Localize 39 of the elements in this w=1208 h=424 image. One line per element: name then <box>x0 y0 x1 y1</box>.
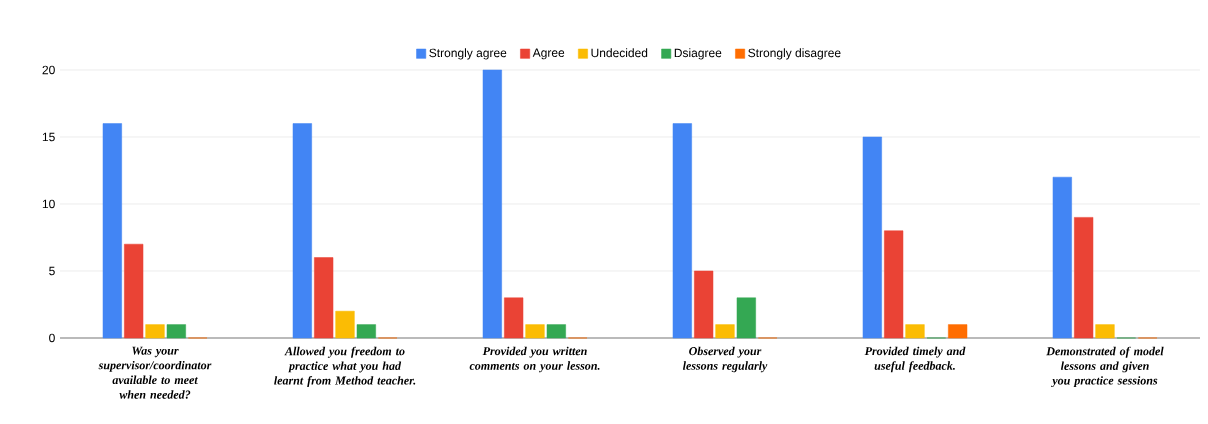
bar <box>145 324 165 339</box>
x-tick-label: Observed your lessons regularly <box>682 346 768 373</box>
bar <box>314 257 334 339</box>
bar <box>672 123 692 339</box>
bar <box>102 123 122 339</box>
bar <box>482 69 502 339</box>
bar <box>736 297 756 339</box>
bar <box>356 324 376 339</box>
y-tick-label: 0 <box>49 333 55 343</box>
x-tick-label: Was your supervisor/coordinator available to meet when needed? <box>98 346 212 399</box>
legend-label: Dsiagree <box>674 48 722 60</box>
bar <box>1052 176 1072 339</box>
bar <box>905 324 925 339</box>
x-tick-label: Allowed you freedom to practice what you had learnt from Method teacher. <box>274 346 416 388</box>
bar <box>166 324 186 339</box>
bar <box>124 243 144 339</box>
y-tick-label: 20 <box>42 65 55 75</box>
y-tick-label: 15 <box>42 132 55 142</box>
y-tick-label: 10 <box>42 199 55 209</box>
bar <box>715 324 735 339</box>
bar <box>525 324 545 339</box>
legend-label: Strongly disagree <box>748 48 841 60</box>
bar <box>546 324 566 339</box>
bar <box>884 230 904 339</box>
bar <box>504 297 524 339</box>
x-tick-label: Demonstrated of model lessons and given you practice sessions <box>1046 346 1164 388</box>
bar <box>862 136 882 339</box>
bar <box>335 310 355 339</box>
x-tick-label: Provided you written comments on your lesson. <box>469 346 600 373</box>
legend-label: Agree <box>532 48 565 60</box>
legend-label: Undecided <box>591 48 648 58</box>
bar <box>694 270 714 339</box>
bar <box>1095 324 1115 339</box>
y-tick-label: 5 <box>49 266 55 276</box>
legend-label: Strongly agree <box>429 48 507 60</box>
x-tick-label: Provided timely and useful feedback. <box>864 346 966 373</box>
bar <box>292 123 312 339</box>
bar <box>1074 217 1094 339</box>
bar <box>948 324 968 339</box>
